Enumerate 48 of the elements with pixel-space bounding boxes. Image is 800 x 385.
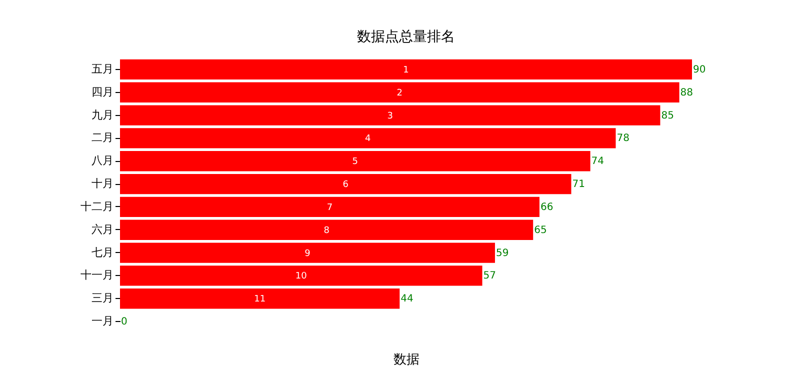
data-label: 85 <box>661 110 674 122</box>
bar <box>120 105 660 126</box>
annotation: 4 <box>365 134 371 144</box>
y-tick-label: 七月 <box>92 246 114 259</box>
data-label: 66 <box>540 202 554 213</box>
data-label: 90 <box>693 64 706 76</box>
bar <box>120 59 692 80</box>
bar <box>120 288 400 309</box>
bar <box>120 128 616 148</box>
data-label: 57 <box>483 270 496 282</box>
annotation: 8 <box>324 226 330 236</box>
data-label: 44 <box>400 294 414 305</box>
y-tick-label: 十二月 <box>80 200 114 213</box>
chart-title: 数据点总量排名 <box>357 29 455 45</box>
annotation: 11 <box>254 294 266 305</box>
data-label: 88 <box>680 87 694 98</box>
data-label: 59 <box>496 248 509 259</box>
data-label: 65 <box>534 224 547 236</box>
annotation: 10 <box>295 272 308 282</box>
y-tick-label: 三月 <box>92 292 114 305</box>
data-label: 78 <box>616 133 630 144</box>
y-tick-label: 二月 <box>92 131 114 144</box>
bar <box>120 266 482 286</box>
bar <box>120 220 534 240</box>
bar <box>120 242 495 263</box>
y-tick-label: 十月 <box>92 177 114 190</box>
x-axis-title: 数据 <box>394 352 420 368</box>
y-tick-label: 六月 <box>92 222 114 236</box>
bar <box>120 151 590 172</box>
annotation: 2 <box>396 88 403 98</box>
annotation: 1 <box>403 65 409 76</box>
bar <box>120 82 680 102</box>
y-tick-label: 四月 <box>92 85 114 98</box>
annotation: 6 <box>342 180 349 190</box>
annotation: 9 <box>304 248 311 259</box>
annotation: 7 <box>326 202 333 213</box>
bar <box>120 196 540 218</box>
y-tick-label: 十一月 <box>80 268 114 282</box>
annotation: 3 <box>387 111 393 122</box>
data-label: 74 <box>591 156 604 168</box>
data-label: 0 <box>121 316 128 328</box>
annotation: 5 <box>352 157 358 168</box>
y-tick-label: 八月 <box>92 154 114 168</box>
y-tick-label: 五月 <box>92 62 114 76</box>
y-tick-label: 一月 <box>92 314 114 328</box>
bar <box>120 174 572 194</box>
data-label: 71 <box>572 179 585 190</box>
y-tick-label: 九月 <box>92 108 114 122</box>
